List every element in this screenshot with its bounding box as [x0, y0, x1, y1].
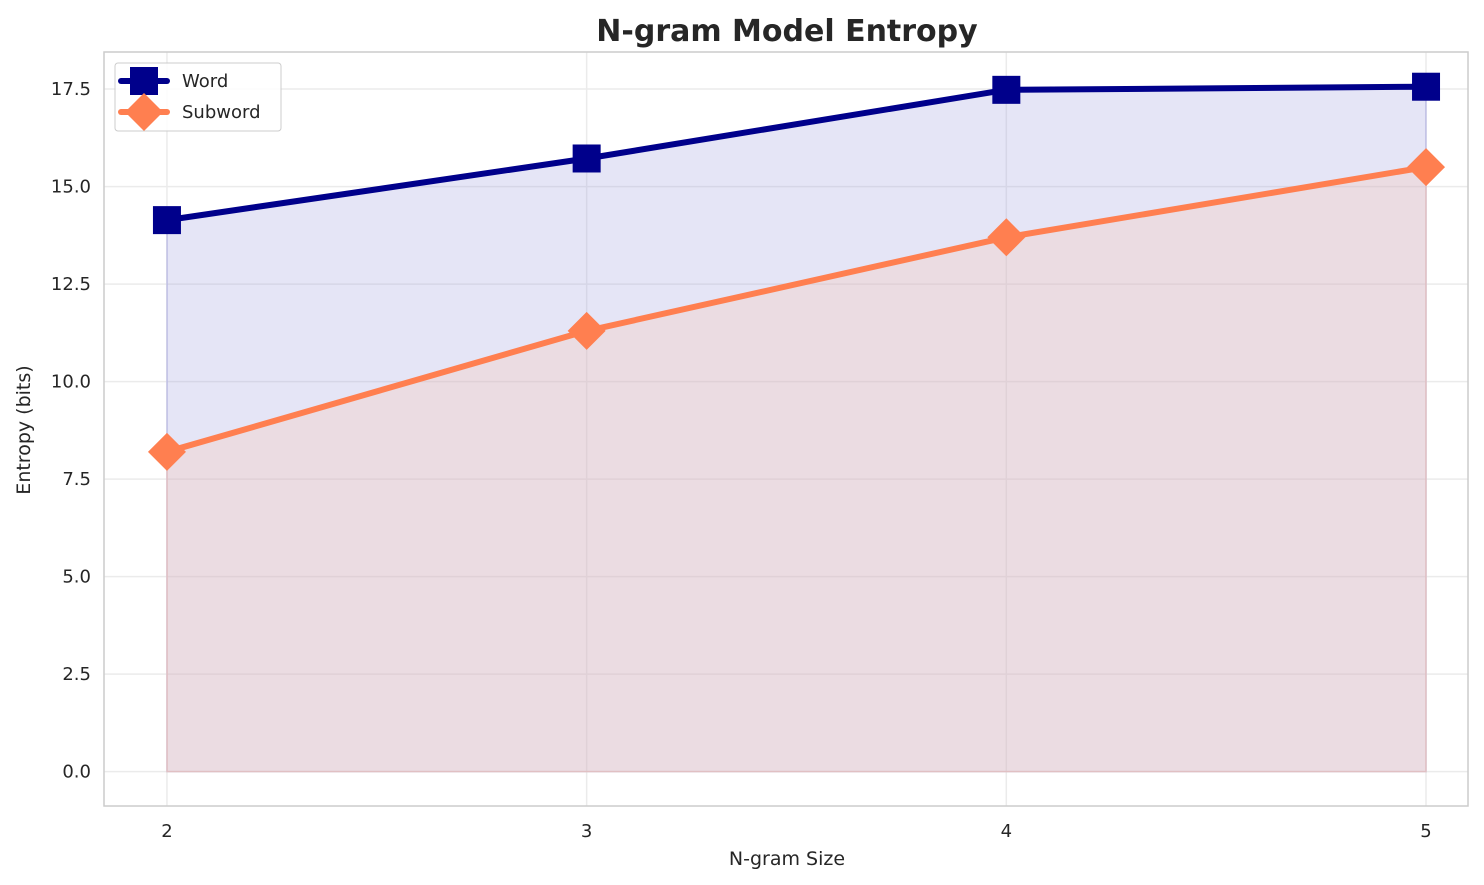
y-tick-label: 0.0	[62, 762, 91, 783]
subword-line	[163, 164, 1430, 455]
word-point	[992, 75, 1021, 104]
y-tick-label: 17.5	[51, 79, 91, 100]
word-line	[163, 83, 1430, 224]
y-tick-label: 12.5	[51, 274, 91, 295]
legend-word-label: Word	[182, 71, 228, 92]
series-lines	[163, 83, 1430, 455]
x-axis-ticks: 2 3 4 5	[161, 821, 1432, 842]
chart-title: N-gram Model Entropy	[596, 14, 978, 49]
legend: Word Subword	[114, 62, 282, 132]
subword-point	[987, 218, 1026, 257]
y-axis-ticks: 0.0 2.5 5.0 7.5 10.0 12.5 15.0 17.5	[51, 79, 91, 783]
y-tick-label: 15.0	[51, 177, 91, 198]
y-tick-label: 7.5	[62, 469, 91, 490]
legend-subword-label: Subword	[182, 102, 261, 123]
x-tick-label: 3	[581, 821, 592, 842]
subword-point	[147, 432, 186, 471]
word-point	[572, 144, 601, 173]
legend-subword-marker	[125, 93, 163, 131]
x-tick-label: 2	[161, 821, 172, 842]
series-markers	[147, 72, 1446, 471]
word-point	[152, 206, 181, 235]
y-tick-label: 10.0	[51, 372, 91, 393]
x-tick-label: 5	[1420, 821, 1431, 842]
subword-point	[567, 311, 606, 350]
plot-frame	[103, 51, 1469, 807]
subword-point	[1407, 148, 1446, 187]
word-point	[1412, 72, 1441, 101]
x-axis-label: N-gram Size	[729, 848, 845, 870]
legend-word-marker	[130, 67, 158, 95]
area-fills	[166, 85, 1427, 773]
y-tick-label: 2.5	[62, 664, 91, 685]
x-tick-label: 4	[1001, 821, 1012, 842]
y-tick-label: 5.0	[62, 567, 91, 588]
y-axis-label: Entropy (bits)	[13, 365, 35, 494]
